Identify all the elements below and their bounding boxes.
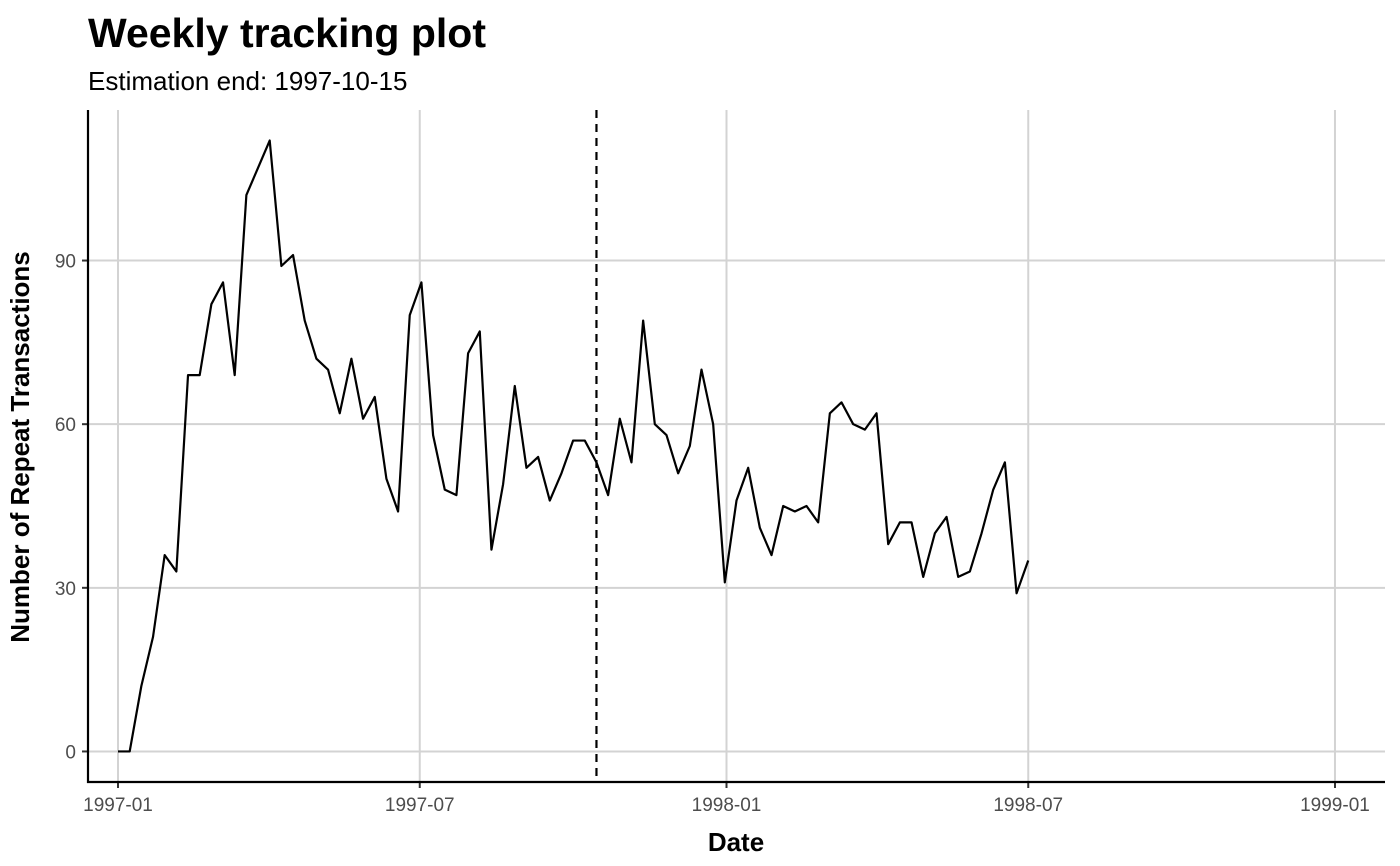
series-layer bbox=[118, 110, 1030, 782]
grid bbox=[88, 110, 1385, 782]
axes bbox=[82, 110, 1385, 788]
x-tick-label: 1997-01 bbox=[83, 795, 153, 816]
y-tick-label: 0 bbox=[65, 742, 76, 763]
x-tick-label: 1998-07 bbox=[993, 795, 1063, 816]
y-tick-label: 30 bbox=[55, 579, 76, 600]
tick-labels: 0 30 60 90 1997-01 1997-07 1998-01 1998-07 1999-… bbox=[55, 252, 1370, 816]
y-tick-label: 60 bbox=[55, 415, 76, 436]
x-axis-title: Date bbox=[708, 827, 764, 857]
x-tick-label: 1997-07 bbox=[385, 795, 455, 816]
y-tick-label: 90 bbox=[55, 252, 76, 273]
x-tick-label: 1999-01 bbox=[1300, 795, 1370, 816]
weekly-transactions-line bbox=[118, 139, 1030, 753]
y-axis-title: Number of Repeat Transactions bbox=[5, 251, 35, 643]
x-tick-label: 1998-01 bbox=[692, 795, 762, 816]
chart-subtitle: Estimation end: 1997-10-15 bbox=[88, 66, 407, 96]
chart-title: Weekly tracking plot bbox=[88, 10, 486, 56]
